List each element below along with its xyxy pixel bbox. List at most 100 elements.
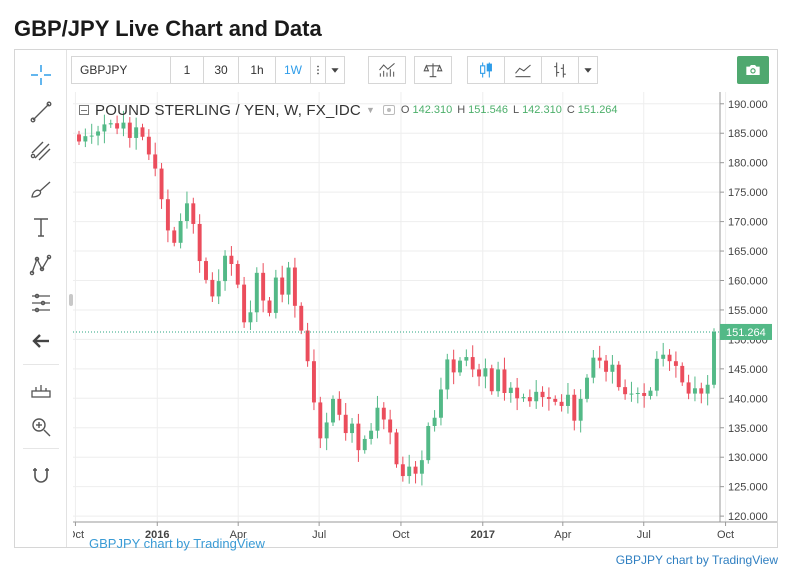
candle-body	[311, 361, 316, 403]
snapshot-button[interactable]	[737, 56, 769, 84]
toolbar-collapse-handle[interactable]	[69, 294, 73, 306]
measure-icon[interactable]	[25, 374, 57, 404]
candle-body	[705, 384, 710, 394]
interval-1[interactable]: 1	[170, 56, 204, 84]
candle-body	[153, 154, 158, 169]
candle	[331, 395, 335, 426]
candle-body	[350, 423, 355, 434]
interval-1h[interactable]: 1h	[238, 56, 276, 84]
chart-area[interactable]: 190.000 185.000 180.000 175.000 170.000 165.0…	[67, 92, 777, 551]
interval-dropdown-button[interactable]	[325, 56, 345, 84]
candle	[159, 162, 164, 209]
tradingview-footer-link[interactable]: GBPJPY chart by TradingView	[615, 553, 778, 567]
y-tick-label: 135.000	[728, 423, 768, 435]
candle	[515, 377, 520, 411]
candle-body	[623, 387, 628, 395]
candle	[191, 197, 196, 234]
candle-body	[292, 267, 297, 306]
crosshair-icon[interactable]	[25, 60, 57, 90]
candle	[121, 110, 126, 137]
candle-body	[369, 430, 374, 439]
candle-body	[680, 365, 685, 383]
y-tick-label: 140.000	[728, 393, 768, 405]
candle	[470, 345, 475, 378]
zoom-in-icon[interactable]	[25, 412, 57, 442]
bars-style-button[interactable]	[541, 56, 579, 84]
candle	[248, 300, 253, 330]
candles-style-button[interactable]	[467, 56, 505, 84]
interval-1w[interactable]: 1W	[275, 56, 311, 84]
fib-icon[interactable]	[25, 288, 57, 318]
compare-icon	[423, 63, 443, 78]
candle-body	[477, 369, 482, 377]
candle-body	[299, 305, 304, 331]
magnet-icon[interactable]	[25, 460, 57, 490]
candle	[712, 328, 716, 389]
candle-body	[451, 359, 456, 373]
candle-body	[692, 388, 697, 394]
candle-body	[635, 393, 640, 394]
candle	[204, 257, 208, 284]
last-price-label: 151.264	[726, 327, 766, 339]
candle	[419, 450, 424, 486]
candle-body	[248, 312, 253, 323]
candlestick-chart[interactable]: 190.000 185.000 180.000 175.000 170.000 165.0…	[67, 92, 777, 545]
candle	[445, 353, 450, 400]
camera-icon	[746, 65, 760, 75]
back-arrow-icon[interactable]	[25, 326, 57, 356]
y-tick-label: 190.000	[728, 99, 768, 111]
candle-body	[146, 136, 151, 155]
pitchfork-icon[interactable]	[25, 136, 57, 166]
candle-body	[496, 369, 501, 392]
trend-line-icon[interactable]	[25, 97, 57, 127]
candle-body	[648, 390, 653, 396]
candle-body	[604, 360, 609, 372]
candle	[585, 374, 589, 403]
y-tick-label: 185.000	[728, 128, 768, 140]
candle-body	[591, 357, 596, 378]
candle	[635, 387, 640, 404]
close-value: 151.264	[577, 104, 618, 116]
candle-body	[413, 466, 418, 474]
candle	[400, 456, 405, 482]
candle	[102, 114, 107, 144]
interval-30[interactable]: 30	[203, 56, 239, 84]
candle	[546, 387, 551, 411]
pattern-icon[interactable]	[25, 250, 57, 280]
chevron-down-icon[interactable]: ▼	[365, 105, 375, 115]
candle-body	[102, 124, 107, 132]
candle	[477, 363, 482, 387]
tradingview-watermark[interactable]: GBPJPY chart by TradingView	[89, 536, 265, 551]
indicators-button[interactable]	[368, 56, 406, 84]
candle-body	[585, 377, 589, 399]
candle-body	[515, 387, 520, 399]
candle-body	[426, 425, 431, 461]
candle-body	[127, 122, 132, 138]
brush-icon[interactable]	[25, 174, 57, 204]
candle	[184, 191, 189, 229]
candle-body	[470, 357, 475, 370]
candle	[254, 267, 259, 323]
visibility-icon[interactable]	[382, 105, 395, 115]
chart-style-dropdown-button[interactable]	[578, 56, 598, 84]
candle-body	[184, 203, 189, 221]
candle-body	[331, 398, 335, 423]
text-icon[interactable]	[25, 212, 57, 242]
candle	[235, 260, 240, 289]
candle-body	[223, 255, 228, 282]
candle	[578, 389, 583, 433]
y-tick-label: 125.000	[728, 482, 768, 494]
area-style-button[interactable]	[504, 56, 542, 84]
open-label: O	[400, 104, 410, 116]
candle-body	[553, 398, 558, 402]
compare-button[interactable]	[414, 56, 452, 84]
candle-body	[83, 136, 88, 142]
candle	[210, 272, 215, 302]
candle-body	[89, 135, 94, 137]
last-price-badge	[720, 323, 772, 340]
candle	[324, 412, 329, 451]
more-intervals-button[interactable]	[310, 56, 326, 84]
candle-body	[629, 393, 634, 395]
collapse-legend-icon[interactable]	[79, 105, 89, 115]
symbol-input[interactable]: GBPJPY	[71, 56, 171, 84]
